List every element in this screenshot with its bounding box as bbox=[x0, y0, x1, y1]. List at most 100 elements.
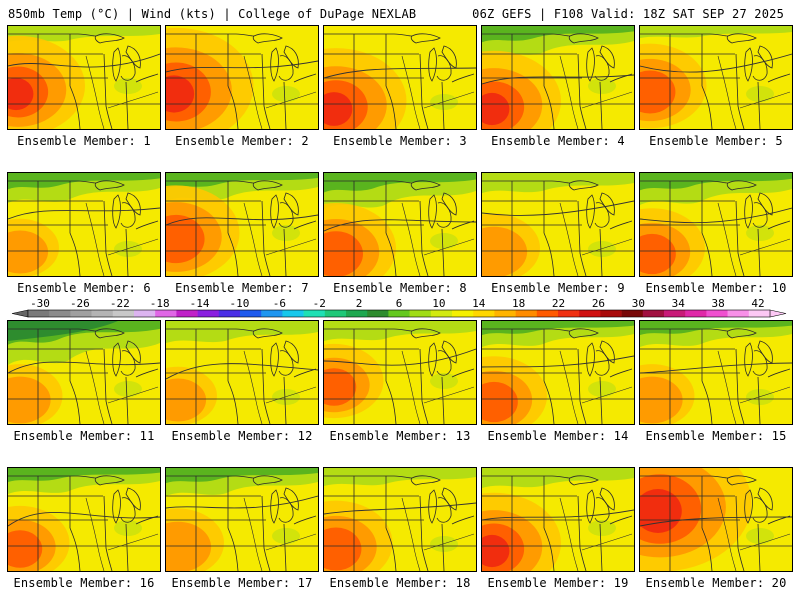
ensemble-member-label: Ensemble Member: 13 bbox=[329, 429, 471, 443]
ensemble-map-panel bbox=[165, 467, 319, 572]
colorbar-tick-label: -22 bbox=[110, 297, 130, 310]
temperature-map bbox=[640, 173, 792, 276]
temperature-map bbox=[166, 173, 318, 276]
colorbar-swatch bbox=[367, 310, 389, 317]
colorbar-swatch bbox=[134, 310, 156, 317]
colorbar-tick-label: 38 bbox=[711, 297, 724, 310]
ensemble-member-label: Ensemble Member: 20 bbox=[645, 576, 787, 590]
colorbar-left-arrow bbox=[11, 309, 29, 318]
temperature-map bbox=[482, 468, 634, 571]
ensemble-member-label: Ensemble Member: 10 bbox=[645, 281, 787, 295]
ensemble-member-label: Ensemble Member: 17 bbox=[171, 576, 313, 590]
colorbar-swatch bbox=[197, 310, 220, 317]
temperature-map bbox=[324, 321, 476, 424]
colorbar-swatch bbox=[176, 310, 198, 317]
ensemble-member-label: Ensemble Member: 2 bbox=[175, 134, 309, 148]
colorbar-swatch bbox=[706, 310, 728, 317]
ensemble-member-label: Ensemble Member: 8 bbox=[333, 281, 467, 295]
colorbar-swatch bbox=[515, 310, 538, 317]
temperature-map bbox=[166, 321, 318, 424]
colorbar-tick-label: -14 bbox=[190, 297, 210, 310]
colorbar-tick-label: 34 bbox=[672, 297, 686, 310]
colorbar-swatch bbox=[303, 310, 326, 317]
colorbar-tick-label: -18 bbox=[150, 297, 170, 310]
colorbar-swatch bbox=[664, 310, 686, 317]
temperature-map bbox=[8, 468, 160, 571]
ensemble-map-panel bbox=[481, 320, 635, 425]
colorbar-swatch bbox=[112, 310, 135, 317]
temperature-map bbox=[166, 26, 318, 129]
colorbar-right-arrow bbox=[769, 309, 787, 318]
colorbar-tick-label: 30 bbox=[632, 297, 645, 310]
header-title: 850mb Temp (°C) | Wind (kts) | College o… bbox=[8, 7, 417, 21]
header-valid-time: 06Z GEFS | F108 Valid: 18Z SAT SEP 27 20… bbox=[472, 7, 784, 21]
colorbar-swatch bbox=[748, 310, 771, 317]
ensemble-map-panel bbox=[481, 25, 635, 130]
colorbar-tick-label: -6 bbox=[273, 297, 286, 310]
ensemble-map-panel bbox=[323, 467, 477, 572]
ensemble-member-label: Ensemble Member: 12 bbox=[171, 429, 313, 443]
colorbar-tick-label: -30 bbox=[30, 297, 50, 310]
ensemble-map-panel bbox=[639, 467, 793, 572]
colorbar-tick-label: 22 bbox=[552, 297, 565, 310]
colorbar-swatch bbox=[536, 310, 559, 317]
temperature-map bbox=[482, 173, 634, 276]
ensemble-member-label: Ensemble Member: 14 bbox=[487, 429, 629, 443]
colorbar-tick-label: 42 bbox=[751, 297, 764, 310]
colorbar-swatch bbox=[346, 310, 368, 317]
temperature-map bbox=[640, 468, 792, 571]
ensemble-map-panel bbox=[639, 172, 793, 277]
ensemble-map-panel bbox=[639, 320, 793, 425]
temperature-colorbar: -30 -26 -22 -18 -14 -10 -6 -2 2 6 10 14 18 22 26 30 34 38… bbox=[11, 297, 787, 318]
colorbar-swatch bbox=[324, 310, 347, 317]
ensemble-map-panel bbox=[7, 172, 161, 277]
ensemble-member-label: Ensemble Member: 1 bbox=[17, 134, 151, 148]
ensemble-member-label: Ensemble Member: 6 bbox=[17, 281, 151, 295]
colorbar-swatch bbox=[240, 310, 262, 317]
colorbar-swatch bbox=[70, 310, 92, 317]
colorbar-swatch bbox=[473, 310, 495, 317]
ensemble-member-label: Ensemble Member: 15 bbox=[645, 429, 787, 443]
ensemble-member-label: Ensemble Member: 5 bbox=[649, 134, 783, 148]
colorbar-swatch bbox=[91, 310, 114, 317]
colorbar-tick-label: 26 bbox=[592, 297, 605, 310]
temperature-map bbox=[482, 26, 634, 129]
colorbar-swatch bbox=[49, 310, 71, 317]
colorbar-swatch bbox=[621, 310, 644, 317]
colorbar-swatch bbox=[28, 310, 50, 317]
ensemble-map-panel bbox=[165, 172, 319, 277]
ensemble-map-panel bbox=[323, 172, 477, 277]
colorbar-swatch bbox=[685, 310, 707, 317]
temperature-map bbox=[324, 468, 476, 571]
ensemble-map-panel bbox=[165, 320, 319, 425]
ensemble-member-label: Ensemble Member: 9 bbox=[491, 281, 625, 295]
temperature-map bbox=[324, 26, 476, 129]
temperature-map bbox=[640, 321, 792, 424]
colorbar-tick-label: -26 bbox=[70, 297, 90, 310]
colorbar-swatch bbox=[727, 310, 750, 317]
colorbar-swatch bbox=[600, 310, 622, 317]
temperature-map bbox=[8, 26, 160, 129]
temperature-map bbox=[640, 26, 792, 129]
colorbar-tick-label: 2 bbox=[356, 297, 363, 310]
colorbar-swatch bbox=[218, 310, 241, 317]
ensemble-map-panel bbox=[7, 25, 161, 130]
ensemble-member-label: Ensemble Member: 3 bbox=[333, 134, 467, 148]
ensemble-map-panel bbox=[7, 320, 161, 425]
ensemble-member-label: Ensemble Member: 16 bbox=[13, 576, 155, 590]
ensemble-member-label: Ensemble Member: 11 bbox=[13, 429, 155, 443]
colorbar-swatch bbox=[452, 310, 474, 317]
colorbar-swatch bbox=[642, 310, 665, 317]
colorbar-tick-label: 6 bbox=[396, 297, 403, 310]
colorbar-tick-label: -10 bbox=[230, 297, 250, 310]
colorbar-tick-label: 10 bbox=[432, 297, 445, 310]
ensemble-map-panel bbox=[165, 25, 319, 130]
colorbar-tick-label: 14 bbox=[472, 297, 486, 310]
ensemble-member-label: Ensemble Member: 4 bbox=[491, 134, 625, 148]
temperature-map bbox=[166, 468, 318, 571]
ensemble-member-label: Ensemble Member: 7 bbox=[175, 281, 309, 295]
ensemble-map-panel bbox=[639, 25, 793, 130]
ensemble-member-label: Ensemble Member: 18 bbox=[329, 576, 471, 590]
ensemble-map-panel bbox=[481, 467, 635, 572]
ensemble-map-panel bbox=[7, 467, 161, 572]
